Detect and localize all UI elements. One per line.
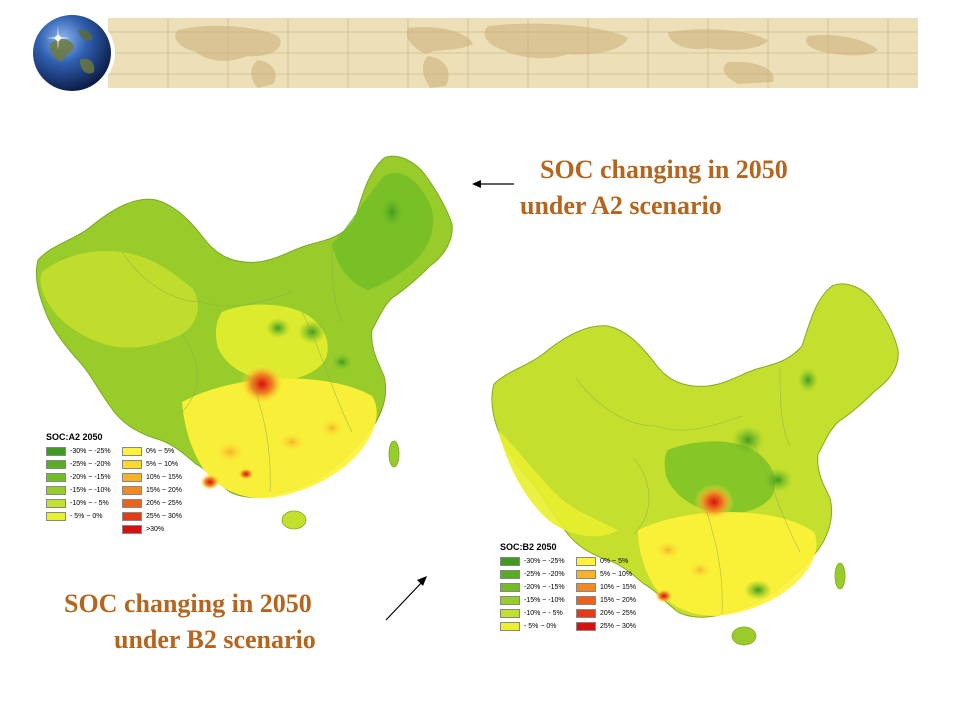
china-map-a2-shape <box>35 155 453 530</box>
legend-label: 25% ~ 30% <box>600 623 636 630</box>
legend-a2-right-row-6: >30% <box>122 524 164 535</box>
legend-b2-left-row-4: -10% ~ - 5% <box>500 608 563 619</box>
legend-a2-right-row-2: 10% ~ 15% <box>122 472 182 483</box>
caption-a2-line2: under A2 scenario <box>520 191 722 220</box>
legend-swatch <box>500 596 520 605</box>
legend-swatch <box>500 557 520 566</box>
legend-swatch <box>576 570 596 579</box>
legend-swatch <box>46 473 66 482</box>
legend-a2-left-row-5: - 5% ~ 0% <box>46 511 103 522</box>
legend-b2-right-row-0: 0% ~ 5% <box>576 556 628 567</box>
legend-b2-left-row-5: - 5% ~ 0% <box>500 621 557 632</box>
legend-swatch <box>576 596 596 605</box>
legend-a2-right-row-5: 25% ~ 30% <box>122 511 182 522</box>
legend-swatch <box>122 499 142 508</box>
legend-swatch <box>576 609 596 618</box>
legend-b2-title: SOC:B2 2050 <box>500 542 557 552</box>
arrow-to-a2-map <box>472 180 514 188</box>
legend-label: -30% ~ -25% <box>524 558 565 565</box>
globe-icon <box>31 13 115 93</box>
caption-a2-line1: SOC changing in 2050 <box>540 155 788 184</box>
caption-a2: SOC changing in 2050 under A2 scenario <box>520 152 788 224</box>
legend-b2-right-row-5: 25% ~ 30% <box>576 621 636 632</box>
legend-a2-left-row-1: -25% ~ -20% <box>46 459 111 470</box>
legend-label: 5% ~ 10% <box>600 571 633 578</box>
legend-swatch <box>122 473 142 482</box>
legend-label: 5% ~ 10% <box>146 461 179 468</box>
legend-swatch <box>46 486 66 495</box>
legend-label: 10% ~ 15% <box>600 584 636 591</box>
legend-swatch <box>576 622 596 631</box>
caption-b2-line2: under B2 scenario <box>114 625 316 654</box>
legend-swatch <box>500 583 520 592</box>
legend-label: -20% ~ -15% <box>70 474 111 481</box>
legend-b2-left-row-0: -30% ~ -25% <box>500 556 565 567</box>
legend-swatch <box>122 447 142 456</box>
legend-label: >30% <box>146 526 165 533</box>
legend-a2-title: SOC:A2 2050 <box>46 432 103 442</box>
legend-a2-left-row-4: -10% ~ - 5% <box>46 498 109 509</box>
legend-swatch <box>122 525 142 534</box>
legend-swatch <box>122 460 142 469</box>
legend-b2-left-row-3: -15% ~ -10% <box>500 595 565 606</box>
legend-swatch <box>576 557 596 566</box>
legend-a2-left-row-3: -15% ~ -10% <box>46 485 111 496</box>
soc-map-b2: SOC:B2 2050 -30% ~ -25% -25% ~ -20% -20% ~… <box>488 280 902 660</box>
legend-swatch <box>46 460 66 469</box>
legend-label: 20% ~ 25% <box>600 610 636 617</box>
legend-label: -15% ~ -10% <box>70 487 111 494</box>
legend-swatch <box>576 583 596 592</box>
world-map-banner <box>108 18 918 88</box>
legend-label: -25% ~ -20% <box>524 571 565 578</box>
legend-label: - 5% ~ 0% <box>70 513 103 520</box>
legend-a2-right-row-4: 20% ~ 25% <box>122 498 182 509</box>
legend-label: -20% ~ -15% <box>524 584 565 591</box>
arrow-to-b2-map <box>385 576 427 621</box>
legend-swatch <box>500 570 520 579</box>
legend-label: -15% ~ -10% <box>524 597 565 604</box>
legend-a2-right-row-3: 15% ~ 20% <box>122 485 182 496</box>
legend-label: 10% ~ 15% <box>146 474 182 481</box>
legend-b2-left-row-2: -20% ~ -15% <box>500 582 565 593</box>
legend-swatch <box>46 499 66 508</box>
legend-b2-right-row-4: 20% ~ 25% <box>576 608 636 619</box>
legend-b2: SOC:B2 2050 -30% ~ -25% -25% ~ -20% -20% ~… <box>500 542 660 654</box>
legend-label: 15% ~ 20% <box>600 597 636 604</box>
legend-a2-right-row-1: 5% ~ 10% <box>122 459 178 470</box>
legend-a2-left-row-2: -20% ~ -15% <box>46 472 111 483</box>
legend-swatch <box>500 609 520 618</box>
legend-label: 0% ~ 5% <box>600 558 629 565</box>
legend-label: -30% ~ -25% <box>70 448 111 455</box>
legend-label: 25% ~ 30% <box>146 513 182 520</box>
legend-b2-right-row-2: 10% ~ 15% <box>576 582 636 593</box>
legend-label: -10% ~ - 5% <box>70 500 109 507</box>
caption-b2: SOC changing in 2050 under B2 scenario <box>64 586 316 658</box>
legend-label: 20% ~ 25% <box>146 500 182 507</box>
legend-swatch <box>46 447 66 456</box>
legend-label: 0% ~ 5% <box>146 448 175 455</box>
legend-label: 15% ~ 20% <box>146 487 182 494</box>
china-map-b2-shape <box>491 283 899 646</box>
legend-b2-left-row-1: -25% ~ -20% <box>500 569 565 580</box>
legend-label: -10% ~ - 5% <box>524 610 563 617</box>
legend-b2-right-row-3: 15% ~ 20% <box>576 595 636 606</box>
legend-swatch <box>122 486 142 495</box>
legend-label: - 5% ~ 0% <box>524 623 557 630</box>
legend-a2-right-row-0: 0% ~ 5% <box>122 446 174 457</box>
legend-swatch <box>122 512 142 521</box>
legend-b2-right-row-1: 5% ~ 10% <box>576 569 632 580</box>
legend-a2: SOC:A2 2050 -30% ~ -25% -25% ~ -20% -20% ~… <box>46 432 206 544</box>
legend-swatch <box>500 622 520 631</box>
legend-label: -25% ~ -20% <box>70 461 111 468</box>
caption-b2-line1: SOC changing in 2050 <box>64 589 312 618</box>
legend-swatch <box>46 512 66 521</box>
legend-a2-left-row-0: -30% ~ -25% <box>46 446 111 457</box>
soc-map-a2: SOC:A2 2050 -30% ~ -25% -25% ~ -20% -20% ~… <box>32 152 457 544</box>
